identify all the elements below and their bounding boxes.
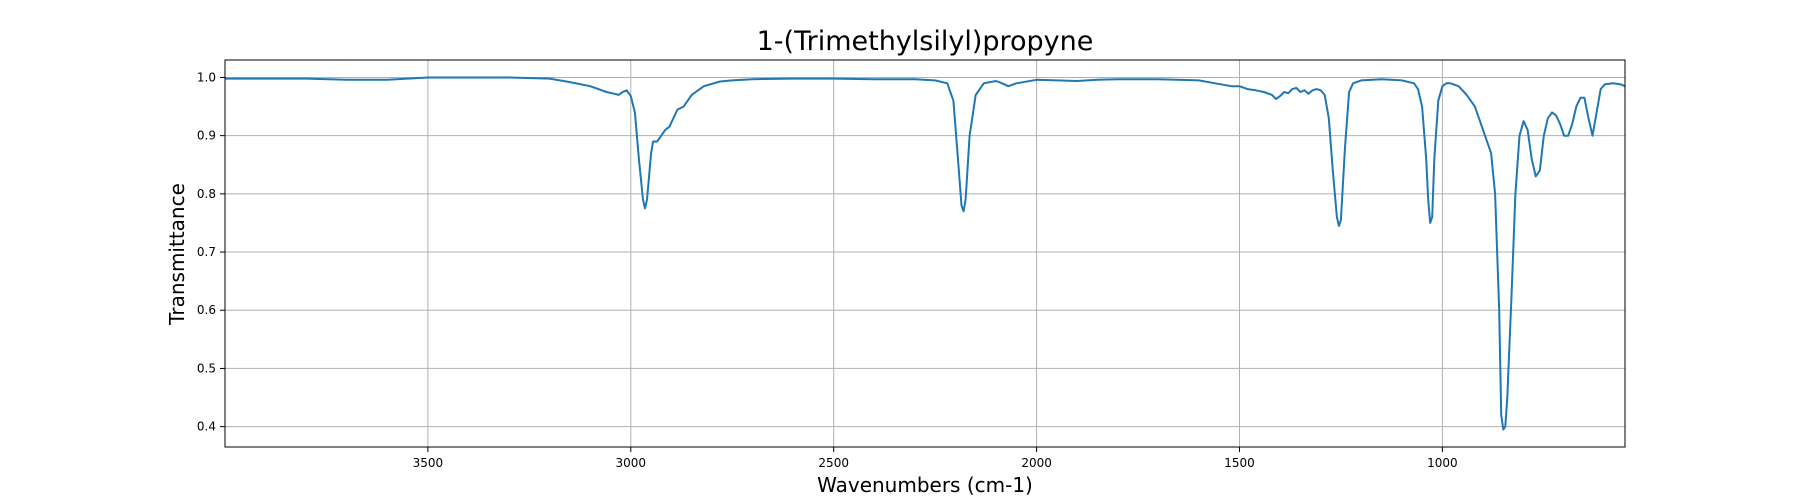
- x-tick-label: 2500: [818, 456, 849, 470]
- y-tick-label: 0.9: [197, 129, 216, 143]
- x-tick-label: 3500: [413, 456, 444, 470]
- y-tick-label: 0.7: [197, 245, 216, 259]
- y-axis-label: Transmittance: [165, 183, 189, 326]
- y-tick-label: 0.5: [197, 361, 216, 375]
- y-tick-label: 0.8: [197, 187, 216, 201]
- series-line: [225, 76, 1626, 431]
- y-tick-label: 0.6: [197, 303, 216, 317]
- x-tick-label: 1500: [1224, 456, 1255, 470]
- y-tick-label: 1.0: [197, 70, 216, 84]
- x-tick-label: 2000: [1021, 456, 1052, 470]
- chart-title: 1-(Trimethylsilyl)propyne: [757, 26, 1094, 57]
- x-tick-label: 1000: [1427, 456, 1458, 470]
- plot-frame: [224, 59, 1626, 448]
- x-tick-label: 3000: [616, 456, 647, 470]
- y-tick-label: 0.4: [197, 420, 216, 434]
- grid-lines: [225, 60, 1625, 447]
- axis-ticks: 3500 3000 2500 2000 1500 1000 0.4 0.5 0.6 0.7 0.8 0…: [197, 70, 1458, 470]
- x-axis-label: Wavenumbers (cm-1): [817, 473, 1033, 497]
